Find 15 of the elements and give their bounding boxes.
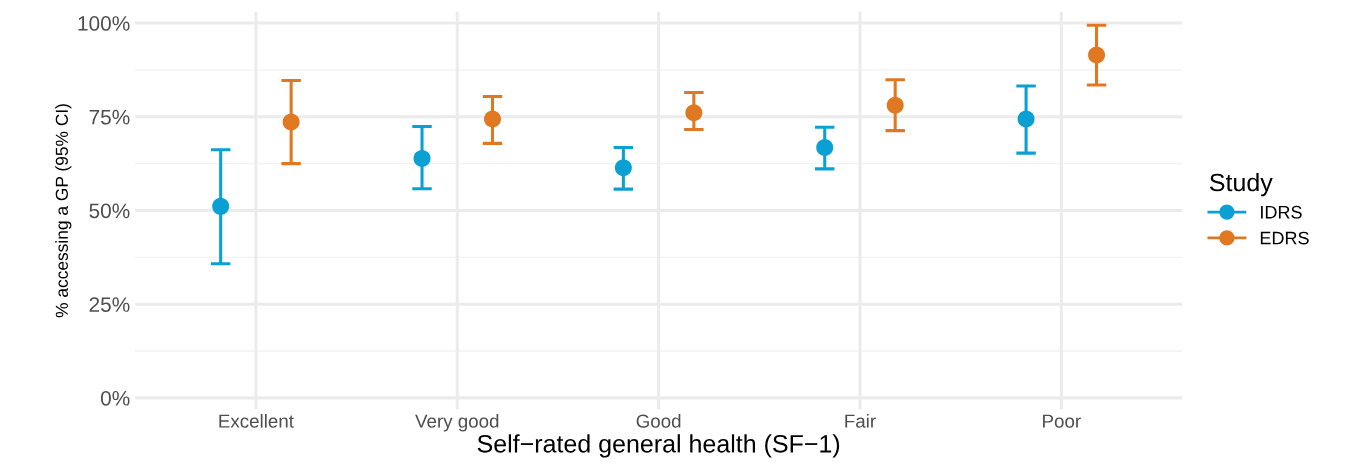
legend-title: Study — [1209, 172, 1273, 197]
legend-label: EDRS — [1260, 231, 1309, 245]
y-tick-label: 25% — [89, 297, 130, 312]
y-tick-label: 100% — [78, 16, 130, 31]
y-tick-label: 50% — [89, 203, 130, 219]
y-axis-title: % accessing a GP (95% CI) — [55, 104, 72, 318]
x-axis-title: Self−rated general health (SF−1) — [477, 434, 840, 458]
x-tick-label: Poor — [1043, 414, 1081, 428]
y-tick-label: 0% — [100, 390, 130, 406]
x-tick-label: Very good — [415, 414, 499, 432]
x-tick-label: Good — [636, 414, 681, 428]
x-tick-label: Excellent — [219, 414, 294, 428]
y-tick-label: 75% — [89, 109, 130, 125]
x-tick-label: Fair — [845, 414, 876, 428]
legend-label: IDRS — [1261, 205, 1302, 219]
